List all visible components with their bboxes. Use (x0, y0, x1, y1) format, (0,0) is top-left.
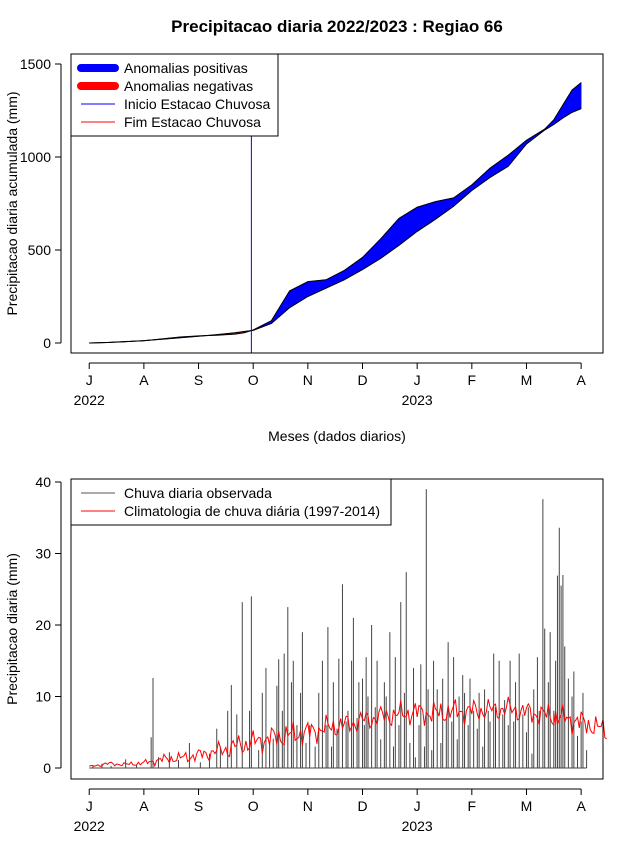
y-tick-label: 10 (35, 689, 51, 705)
y-tick-label: 40 (35, 474, 51, 490)
x-tick-label: A (576, 372, 586, 388)
climatology-cumulative-line (89, 109, 581, 343)
y-axis-title: Precipitacao diaria (mm) (4, 553, 20, 705)
x-tick-label: J (86, 372, 93, 388)
x-tick-label: J (414, 798, 421, 814)
legend-label: Anomalias positivas (124, 60, 248, 76)
x-tick-label: F (468, 372, 477, 388)
legend-label: Climatologia de chuva diária (1997-2014) (124, 503, 380, 519)
y-tick-label: 20 (35, 617, 51, 633)
x-tick-label: S (194, 798, 203, 814)
chart-title: Precipitacao diaria 2022/2023 : Regiao 6… (171, 17, 503, 36)
x-tick-label: J (86, 798, 93, 814)
x-tick-label: A (576, 798, 586, 814)
y-tick-label: 30 (35, 546, 51, 562)
legend-label: Inicio Estacao Chuvosa (124, 96, 271, 112)
x-tick-label: J (414, 372, 421, 388)
y-tick-label: 500 (28, 242, 52, 258)
anomaly-segment (579, 83, 581, 110)
x-tick-label: F (468, 798, 477, 814)
y-tick-label: 1000 (20, 149, 51, 165)
x-tick-label: A (139, 798, 149, 814)
y-tick-label: 0 (43, 760, 51, 776)
cumulative-chart: 0 500 1000 1500 J A S O N D J F M A 2022 2023 Meses (dad… (4, 54, 603, 444)
x-tick-label: M (521, 798, 533, 814)
year-label: 2022 (74, 392, 105, 408)
daily-chart: 010203040JASONDJFMA20222023Meses (dados … (4, 474, 607, 850)
y-tick-label: 0 (43, 335, 51, 351)
year-label: 2023 (402, 818, 433, 834)
x-tick-label: O (248, 372, 259, 388)
x-tick-label: O (248, 798, 259, 814)
x-tick-label: N (303, 798, 313, 814)
x-tick-label: A (139, 372, 149, 388)
x-tick-label: D (357, 372, 367, 388)
x-tick-label: S (194, 372, 203, 388)
y-axis-title: Precipitacao diaria acumulada (mm) (4, 91, 20, 315)
year-label: 2022 (74, 818, 105, 834)
legend-label: Fim Estacao Chuvosa (124, 114, 261, 130)
x-tick-label: D (357, 798, 367, 814)
legend-label: Chuva diaria observada (124, 485, 272, 501)
y-tick-label: 1500 (20, 56, 51, 72)
x-tick-label: M (521, 372, 533, 388)
year-label: 2023 (402, 392, 433, 408)
x-tick-label: N (303, 372, 313, 388)
legend-label: Anomalias negativas (124, 78, 253, 94)
x-axis-title: Meses (dados diarios) (268, 428, 406, 444)
